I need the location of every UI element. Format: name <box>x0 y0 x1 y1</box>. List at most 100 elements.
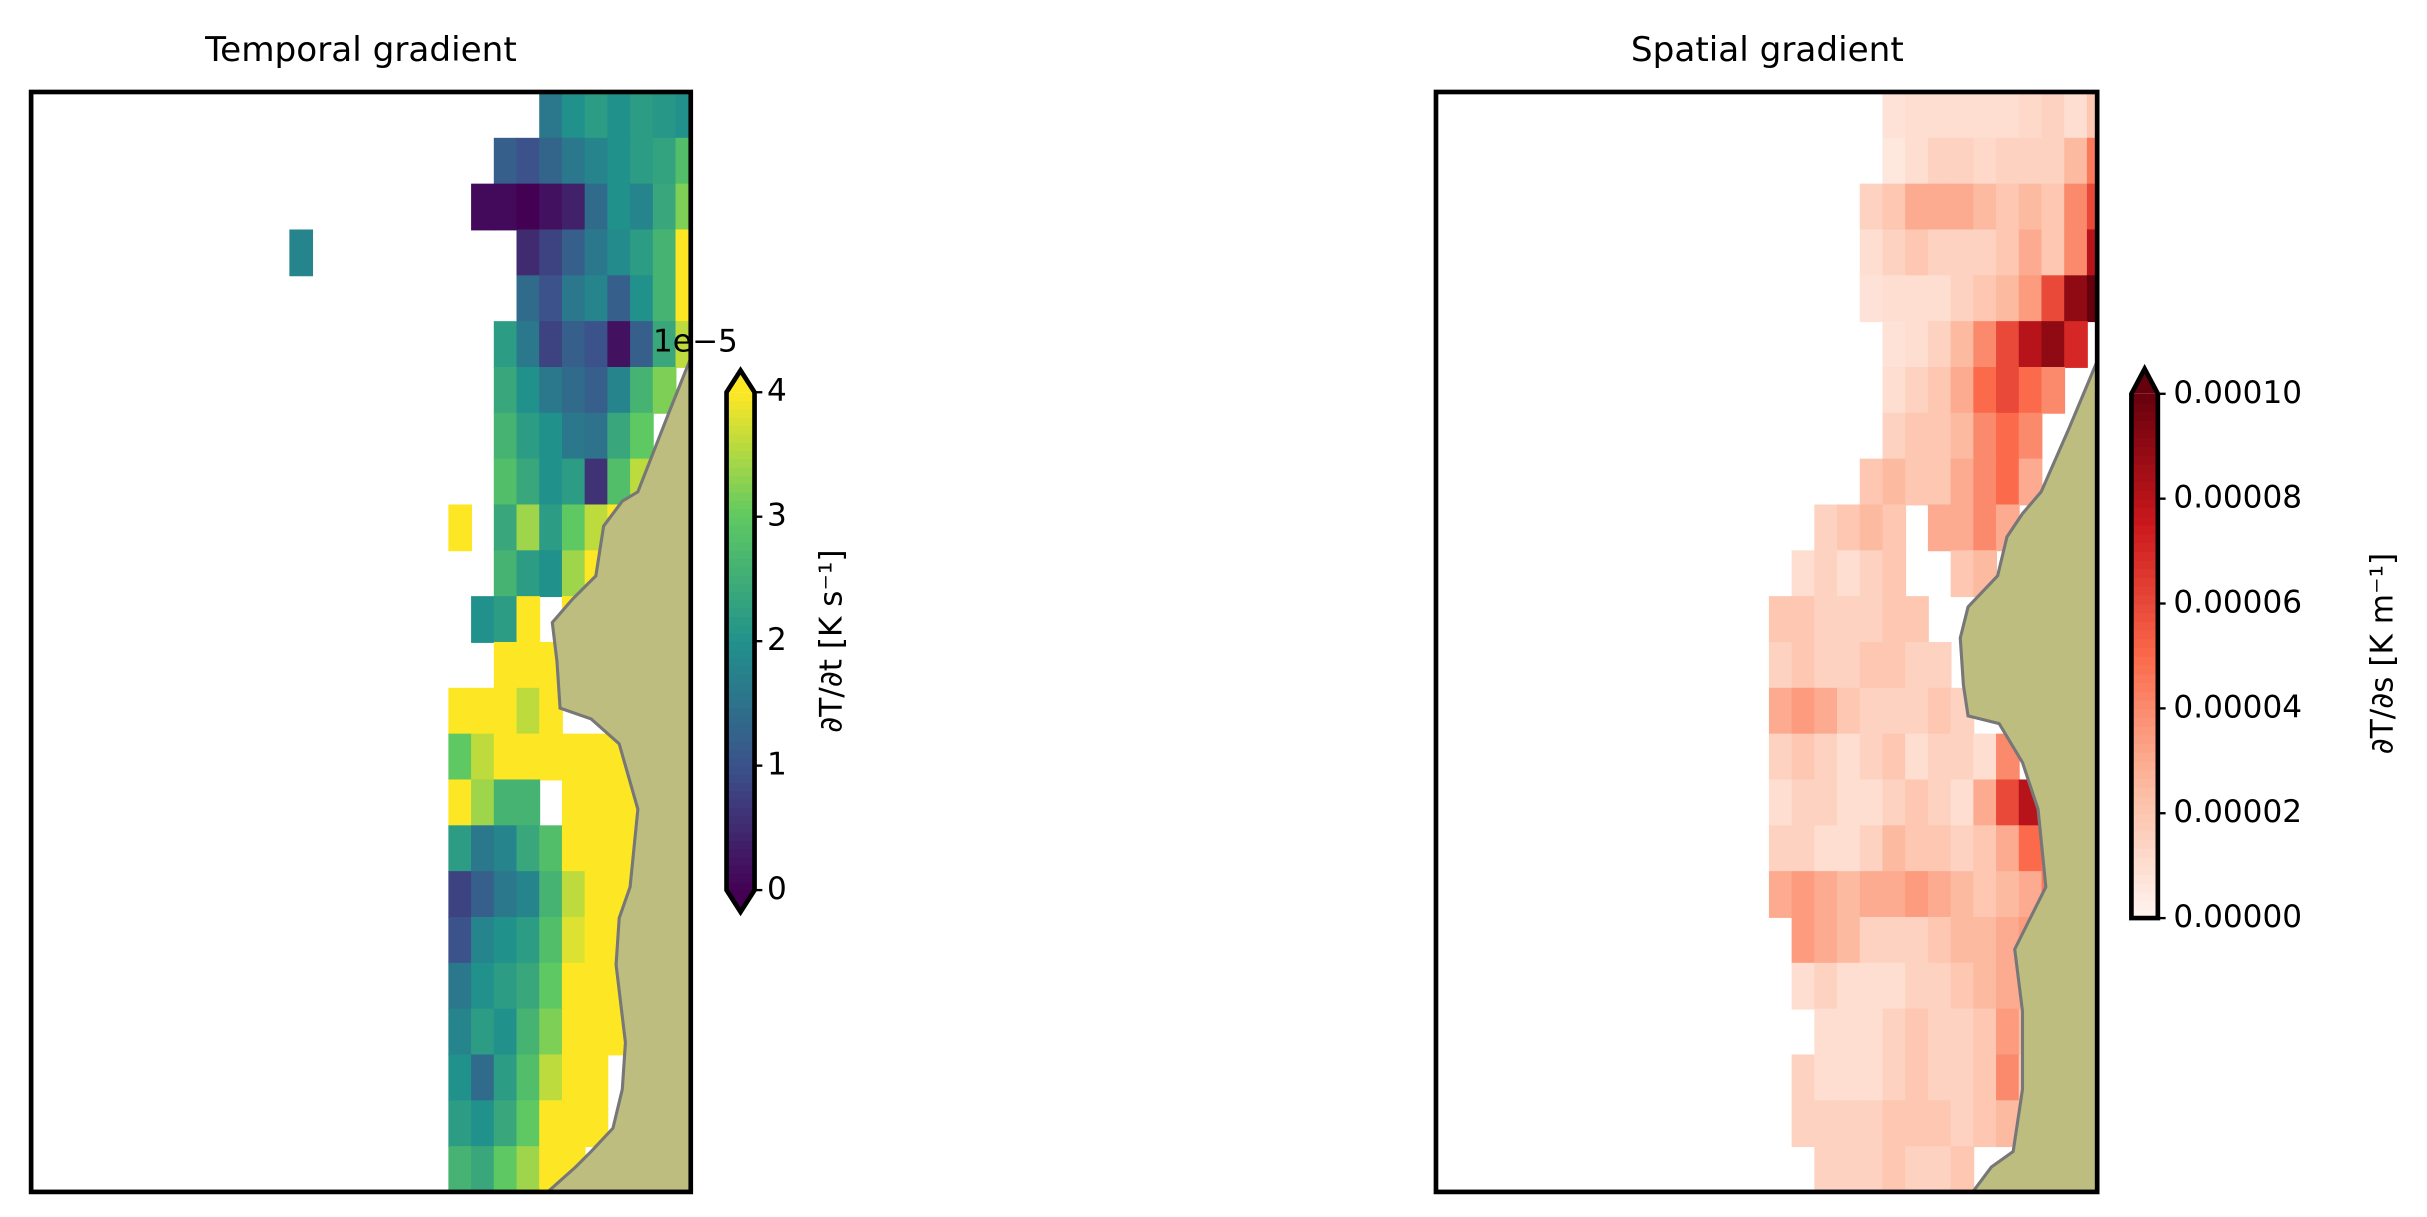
colorbar-segment <box>2131 533 2158 544</box>
heatmap-cell <box>607 779 632 827</box>
heatmap-cell <box>1859 596 1884 643</box>
heatmap-cell <box>561 458 586 506</box>
colorbar-segment <box>726 624 755 634</box>
heatmap-cell <box>2064 275 2088 323</box>
heatmap-cell <box>2041 183 2066 231</box>
heatmap-cell <box>539 458 563 506</box>
colorbar-extend <box>726 890 755 912</box>
heatmap-cell <box>2018 91 2043 139</box>
colorbar-segment <box>726 433 755 443</box>
heatmap-cell <box>471 1054 495 1102</box>
colorbar-segment <box>2131 900 2158 911</box>
heatmap-cell <box>1996 962 2020 1010</box>
heatmap-cell <box>1768 779 1793 827</box>
colorbar-segment <box>726 765 755 775</box>
heatmap-cell <box>1950 550 1975 598</box>
colorbar-tick-label: 0 <box>767 871 787 907</box>
colorbar-segment <box>726 715 755 725</box>
heatmap-cell <box>2086 183 2098 231</box>
heatmap-cell <box>1927 825 1952 873</box>
heatmap-cell <box>1950 412 1975 460</box>
heatmap-cell <box>493 1146 518 1192</box>
heatmap-cell <box>1859 825 1884 873</box>
heatmap-cell <box>1950 1008 1975 1056</box>
heatmap-cell <box>539 962 563 1010</box>
heatmap-cell <box>1996 275 2020 323</box>
heatmap-cell <box>493 458 518 506</box>
heatmap-cell <box>630 183 654 231</box>
heatmap-cell <box>584 825 609 873</box>
heatmap-cell <box>1996 871 2020 918</box>
heatmap-cell <box>539 275 563 323</box>
heatmap-cell <box>539 550 563 598</box>
heatmap-cell <box>652 321 677 368</box>
colorbar-tick-label: 3 <box>767 498 787 534</box>
heatmap-cell <box>1837 596 1861 643</box>
heatmap-cell <box>1996 229 2020 277</box>
heatmap-cell <box>539 1100 563 1148</box>
heatmap-cell <box>1859 458 1884 506</box>
colorbar-segment <box>726 674 755 684</box>
heatmap-cell <box>1950 871 1975 918</box>
heatmap-cell <box>561 1054 586 1102</box>
colorbar-segment <box>726 558 755 568</box>
colorbar-segment <box>2131 498 2158 509</box>
heatmap-cell <box>561 321 586 368</box>
heatmap-cell <box>1927 412 1952 460</box>
heatmap-cell <box>1837 1008 1861 1056</box>
heatmap-cell <box>2041 91 2066 139</box>
heatmap-cell <box>2086 229 2098 277</box>
heatmap-cell <box>584 916 609 964</box>
colorbar-segment <box>2131 891 2158 902</box>
colorbar-segment <box>2131 577 2158 587</box>
heatmap-cell <box>675 229 691 277</box>
heatmap-cell <box>1927 137 1952 185</box>
heatmap-cell <box>493 641 518 689</box>
heatmap-cell <box>1905 733 1929 781</box>
heatmap-cell <box>1927 275 1952 323</box>
heatmap-cell <box>607 458 632 506</box>
heatmap-cell <box>471 687 495 735</box>
heatmap-cell <box>471 871 495 918</box>
colorbar-segment <box>2131 629 2158 640</box>
heatmap-cell <box>516 550 541 598</box>
heatmap-cell <box>607 229 632 277</box>
heatmap-cell <box>561 504 586 552</box>
heatmap-cell <box>1996 321 2020 368</box>
colorbar-segment <box>2131 874 2158 884</box>
heatmap-cell <box>1973 825 1997 873</box>
heatmap-cell <box>493 825 518 873</box>
heatmap-cell <box>1905 458 1929 506</box>
heatmap-cell <box>493 1054 518 1102</box>
heatmap-cell <box>2064 91 2088 139</box>
colorbar-segment <box>726 740 755 750</box>
land <box>543 357 693 1194</box>
heatmap-cell <box>1905 596 1929 643</box>
heatmap-cell <box>1973 871 1997 918</box>
heatmap-cell <box>1882 321 1907 368</box>
heatmap-cell <box>1882 733 1907 781</box>
heatmap-cell <box>493 366 518 414</box>
heatmap-cell <box>1791 871 1816 918</box>
heatmap-cell <box>1791 687 1816 735</box>
heatmap-cell <box>1905 1008 1929 1056</box>
heatmap-cell <box>1927 366 1952 414</box>
heatmap-cell <box>675 321 691 368</box>
heatmap-cell <box>1882 366 1907 414</box>
colorbar-segment <box>2131 752 2158 762</box>
colorbar-segment <box>2131 856 2158 867</box>
colorbar-segment <box>2131 865 2158 876</box>
heatmap-cell <box>1814 916 1838 964</box>
colorbar-segment <box>726 798 755 808</box>
colorbar-tick-label: 0.00002 <box>2173 794 2302 830</box>
heatmap-cell <box>1996 412 2020 460</box>
heatmap-cell <box>1859 687 1884 735</box>
heatmap-cell <box>471 733 495 781</box>
heatmap-cell <box>1814 687 1838 735</box>
heatmap-cell <box>448 687 473 735</box>
colorbar-segment <box>2131 489 2158 500</box>
heatmap-cell <box>1973 504 1997 552</box>
heatmap-cell <box>516 504 541 552</box>
heatmap-cell <box>1905 641 1929 689</box>
colorbar-segment <box>726 732 755 742</box>
